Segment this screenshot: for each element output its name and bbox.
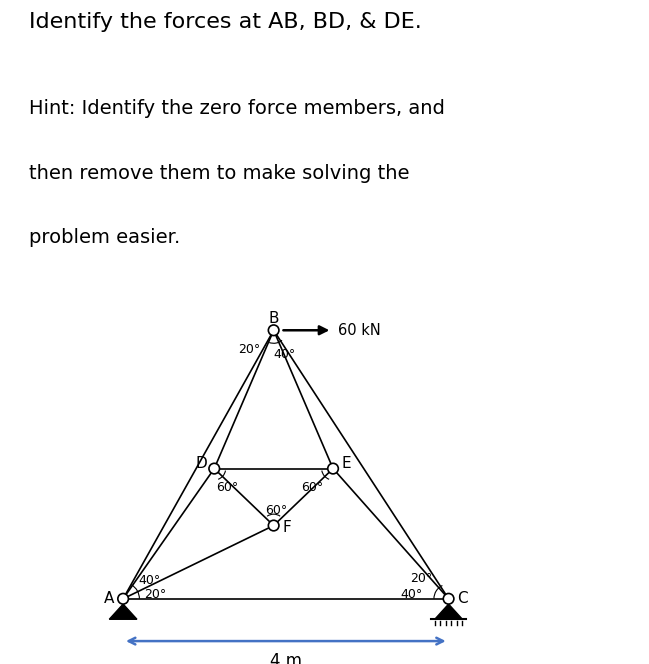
Text: C: C: [457, 591, 468, 606]
Text: problem easier.: problem easier.: [29, 228, 180, 247]
Text: 20°: 20°: [145, 588, 167, 601]
Circle shape: [328, 463, 338, 474]
Text: 4 m: 4 m: [270, 653, 302, 664]
Text: B: B: [269, 311, 279, 327]
Text: 60°: 60°: [265, 505, 288, 517]
Text: 60°: 60°: [302, 481, 324, 494]
Text: 40°: 40°: [273, 348, 295, 361]
Text: 40°: 40°: [401, 588, 423, 601]
Circle shape: [268, 521, 279, 531]
Text: 20°: 20°: [410, 572, 432, 585]
Circle shape: [268, 325, 279, 335]
Text: Identify the forces at AB, BD, & DE.: Identify the forces at AB, BD, & DE.: [29, 12, 422, 32]
Circle shape: [443, 594, 454, 604]
Text: then remove them to make solving the: then remove them to make solving the: [29, 163, 410, 183]
Text: A: A: [104, 591, 114, 606]
Polygon shape: [109, 604, 137, 620]
Text: D: D: [195, 456, 207, 471]
Circle shape: [209, 463, 219, 474]
Text: 60 kN: 60 kN: [338, 323, 381, 338]
Text: Hint: Identify the zero force members, and: Hint: Identify the zero force members, a…: [29, 100, 445, 118]
Polygon shape: [435, 604, 463, 620]
Text: 60°: 60°: [216, 481, 238, 494]
Circle shape: [118, 594, 129, 604]
Text: F: F: [282, 520, 291, 535]
Text: E: E: [341, 456, 351, 471]
Text: 40°: 40°: [138, 574, 160, 588]
Text: 20°: 20°: [238, 343, 260, 357]
